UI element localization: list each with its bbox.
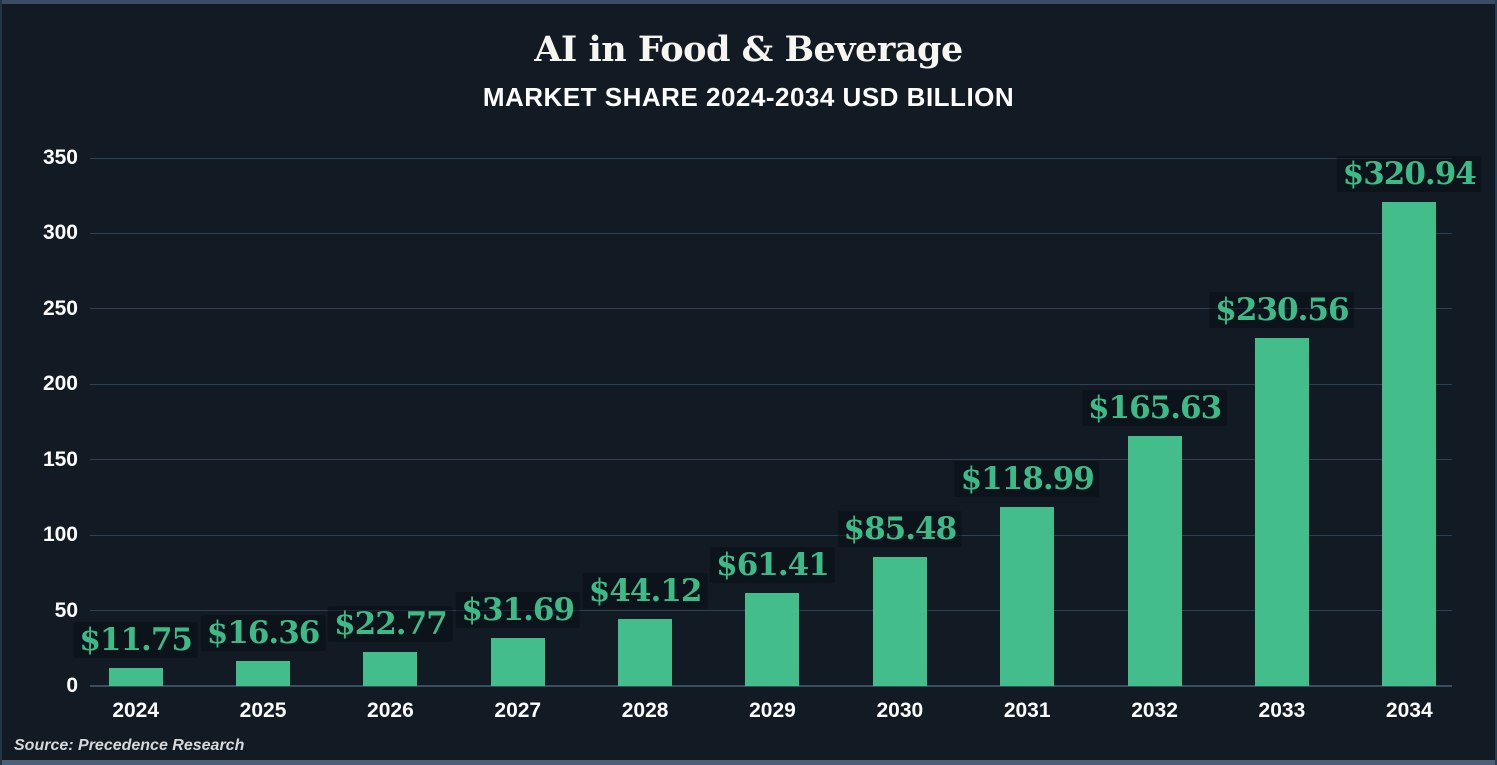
bar-2034 — [1382, 201, 1437, 686]
x-tick-label: 2028 — [621, 699, 669, 722]
y-tick-label: 250 — [42, 296, 78, 320]
y-tick-label: 150 — [42, 447, 78, 471]
gridline — [90, 383, 1452, 385]
bar-2028 — [618, 619, 673, 686]
bars-layer: $11.75 2024 $16.36 2025 $22.77 2026 $31.69 2027… — [72, 155, 1482, 722]
bar-group-2030: $85.48 2030 — [836, 158, 963, 722]
bar-value-label: $61.41 — [710, 547, 835, 584]
bar-group-2034: $320.94 2034 — [1336, 155, 1482, 722]
bar-value-label: $22.77 — [328, 605, 453, 642]
x-tick-label: 2032 — [1131, 699, 1178, 722]
x-tick-label: 2034 — [1385, 699, 1433, 722]
x-tick-label: 2033 — [1258, 699, 1306, 722]
bar-group-2033: $230.56 2033 — [1209, 158, 1355, 722]
gridline — [90, 308, 1452, 310]
x-tick-label: 2030 — [876, 699, 924, 722]
bar-value-label: $31.69 — [455, 592, 581, 629]
bar-group-2025: $16.36 2025 — [199, 158, 326, 722]
bar-2027 — [490, 638, 545, 686]
top-accent-strip — [2, 0, 1495, 4]
bar-2030 — [872, 557, 927, 686]
bar-2031 — [1000, 506, 1055, 686]
bar-group-2024: $11.75 2024 — [72, 158, 199, 722]
y-tick-label: 50 — [54, 598, 78, 622]
bar-2029 — [745, 593, 800, 686]
bottom-accent-strip — [2, 760, 1495, 765]
bar-2032 — [1127, 436, 1182, 686]
gridline — [90, 459, 1452, 461]
x-axis-baseline — [90, 685, 1452, 687]
x-tick-label: 2026 — [367, 699, 414, 722]
bar-value-label: $230.56 — [1209, 292, 1355, 329]
x-tick-label: 2027 — [494, 699, 542, 722]
chart-subtitle: MARKET SHARE 2024-2034 USD BILLION — [482, 82, 1015, 112]
chart-title: AI in Food & Beverage — [534, 29, 963, 70]
y-tick-label: 300 — [42, 221, 78, 245]
bar-group-2026: $22.77 2026 — [327, 158, 454, 722]
bar-group-2027: $31.69 2027 — [454, 158, 581, 722]
x-tick-label: 2024 — [112, 699, 160, 722]
y-tick-label: 350 — [42, 146, 78, 169]
bar-value-label: $165.63 — [1081, 390, 1228, 427]
gridline — [90, 157, 1452, 159]
x-tick-label: 2029 — [749, 699, 796, 722]
bar-group-2032: $165.63 2032 — [1081, 158, 1228, 722]
bar-group-2029: $61.41 2029 — [709, 158, 836, 722]
y-tick-label: 200 — [42, 372, 78, 396]
bar-value-label: $11.75 — [73, 622, 198, 659]
plot-area: 0 50 100 150 200 250 300 350 $11.75 2024 $16.36 20… — [43, 147, 1482, 722]
x-tick-label: 2031 — [1003, 699, 1051, 722]
bar-value-label: $85.48 — [837, 511, 963, 547]
gridline — [90, 534, 1452, 536]
bar-2025 — [236, 661, 291, 686]
source-credit: Source: Precedence Research — [14, 737, 245, 754]
bar-2033 — [1254, 338, 1309, 686]
y-tick-label: 0 — [66, 674, 78, 697]
gridline — [90, 232, 1452, 234]
bar-value-label: $118.99 — [954, 460, 1100, 497]
bar-2026 — [363, 651, 418, 686]
bar-2024 — [108, 668, 163, 686]
bar-group-2031: $118.99 2031 — [954, 158, 1100, 722]
y-tick-label: 100 — [42, 523, 78, 547]
bar-value-label: $44.12 — [582, 573, 708, 610]
bar-value-label: $320.94 — [1336, 155, 1482, 192]
x-tick-label: 2025 — [239, 699, 287, 722]
bar-value-label: $16.36 — [200, 615, 326, 652]
bar-group-2028: $44.12 2028 — [581, 158, 708, 722]
